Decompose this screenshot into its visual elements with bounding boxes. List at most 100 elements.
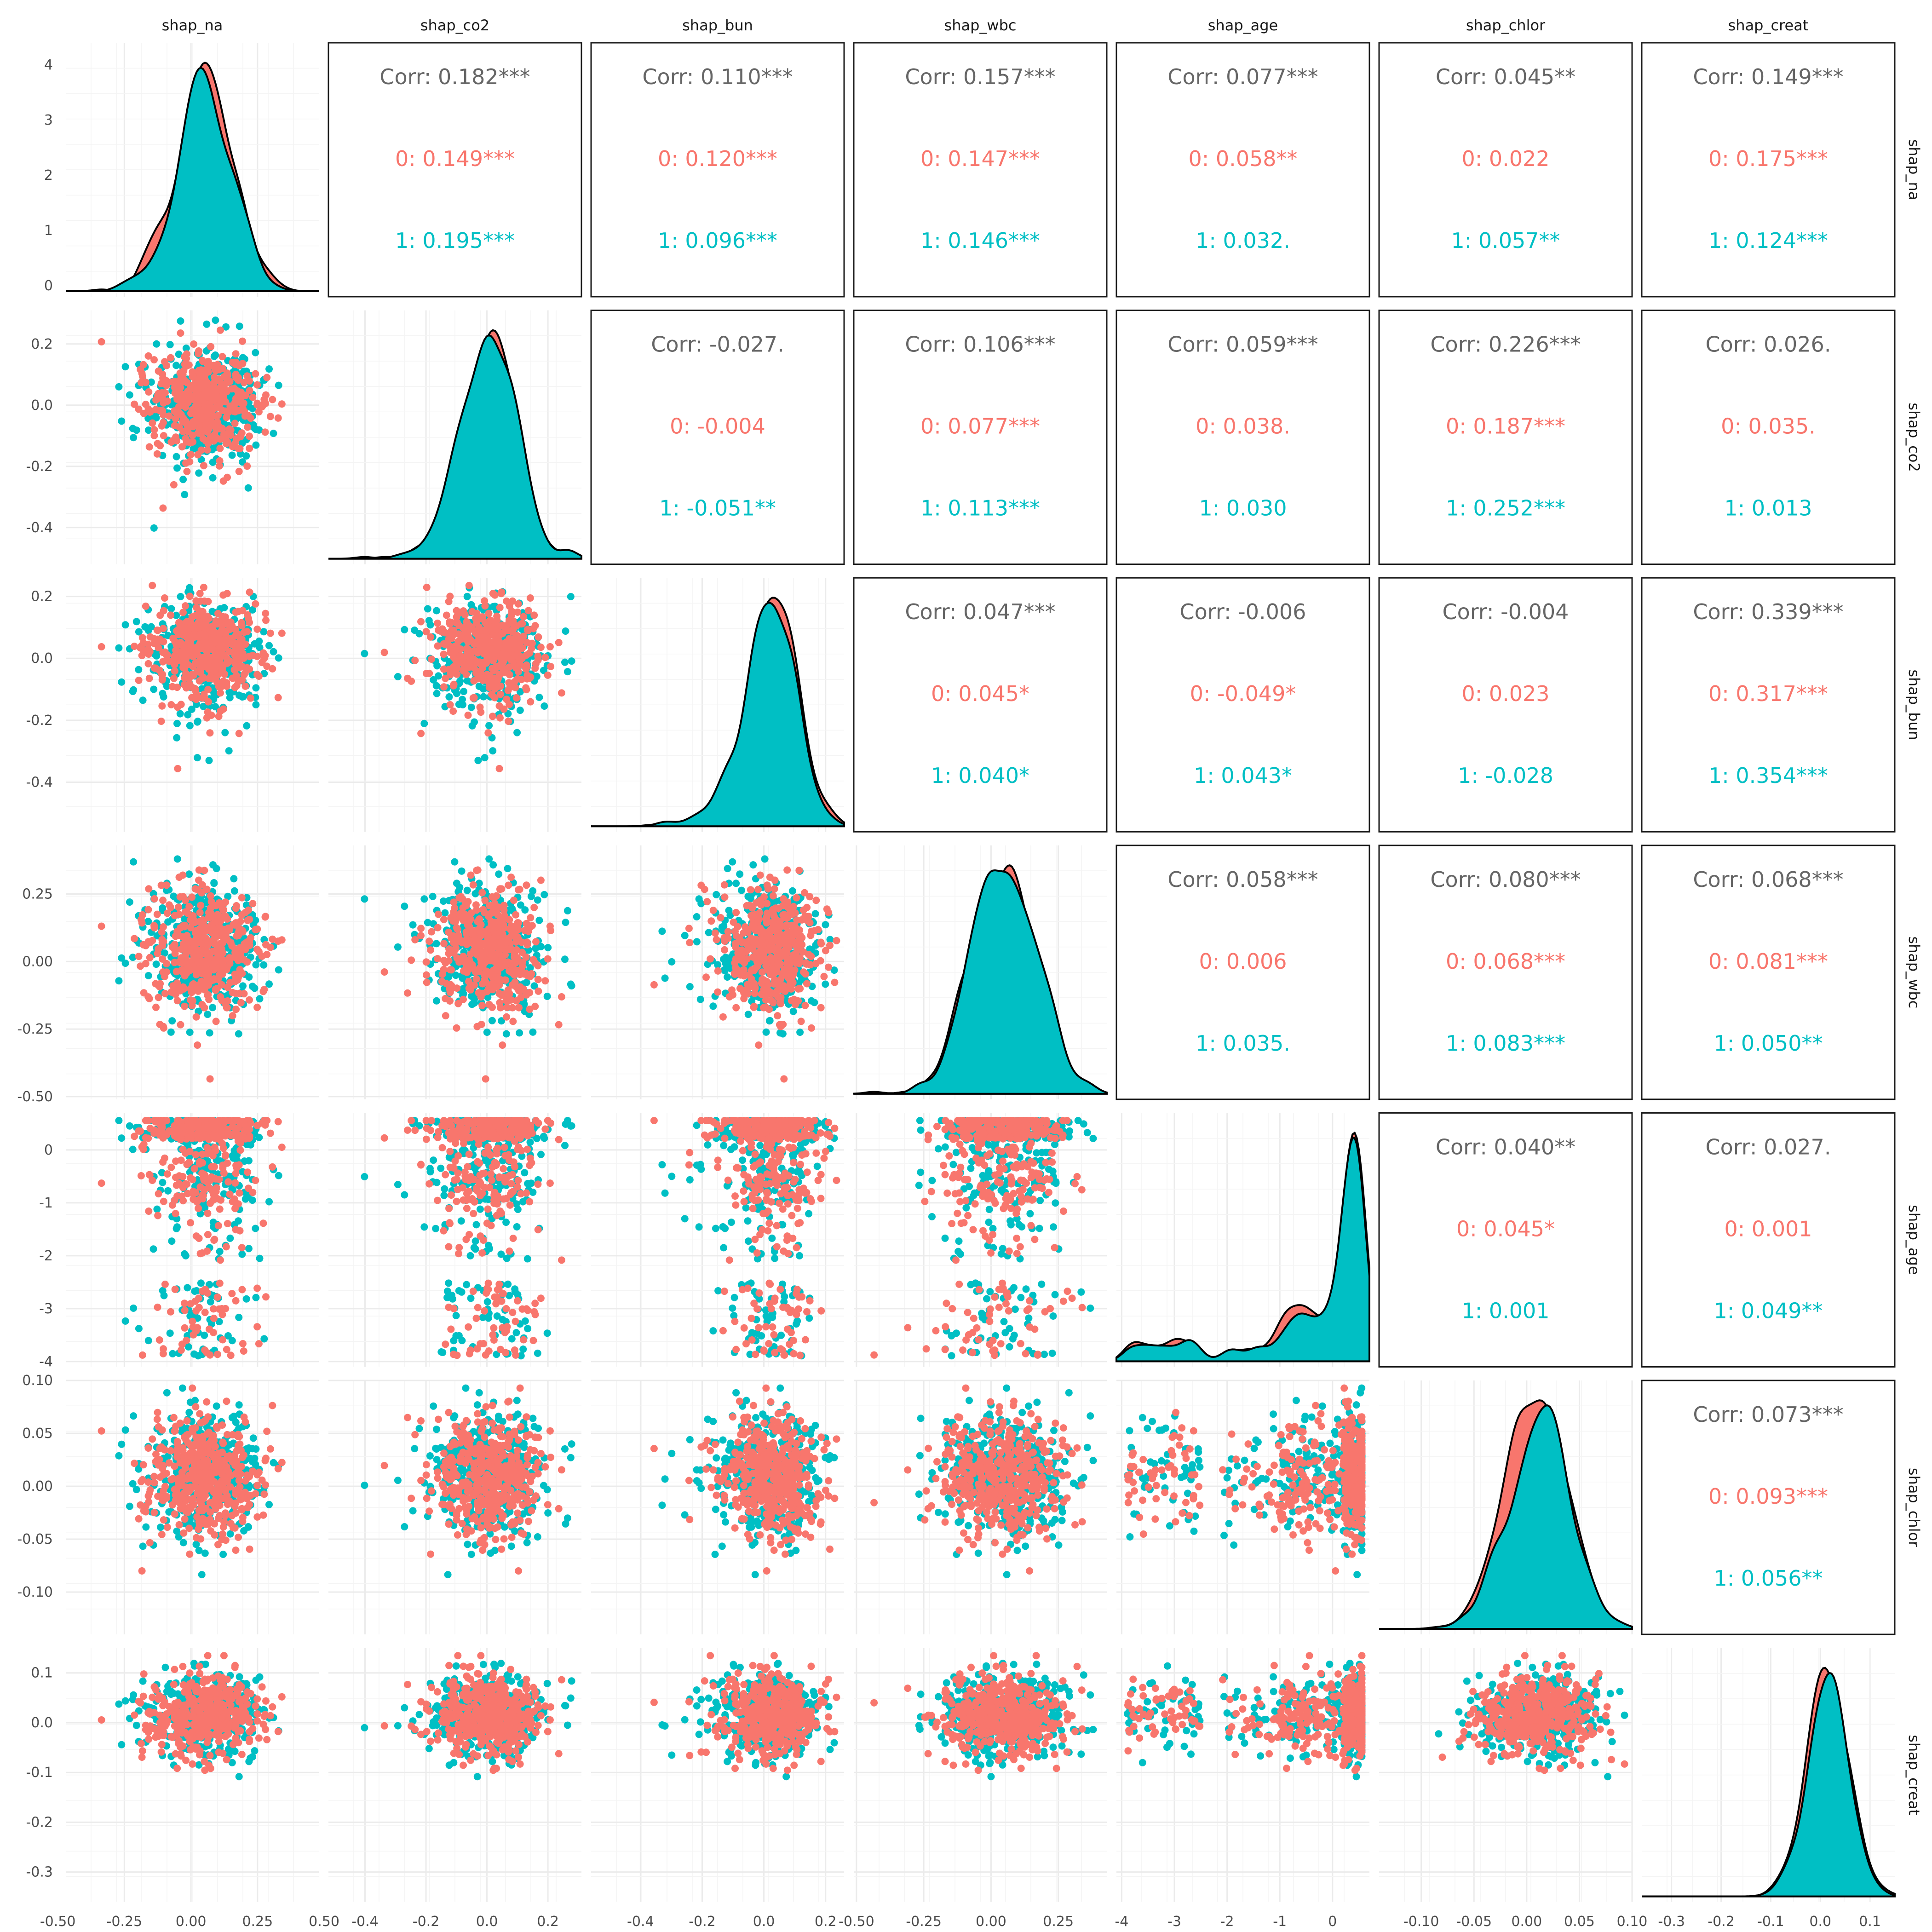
data-point [180, 681, 188, 689]
data-point [171, 661, 178, 668]
data-point [252, 926, 259, 933]
data-point [230, 887, 238, 895]
data-point [469, 881, 477, 889]
data-point [489, 935, 496, 943]
data-point [491, 591, 499, 599]
data-point [177, 1021, 184, 1029]
data-point [440, 683, 448, 691]
data-point [201, 947, 209, 955]
data-point [186, 722, 194, 730]
data-point [567, 593, 575, 600]
data-point [468, 1000, 476, 1008]
data-point [269, 665, 276, 673]
data-point [252, 370, 259, 378]
data-point [438, 978, 446, 985]
corr-overall-label: Corr: -0.006 [1180, 599, 1306, 624]
data-point [532, 938, 540, 946]
data-point [523, 675, 531, 683]
data-point [167, 1028, 175, 1036]
data-point [476, 703, 484, 711]
data-point [521, 663, 529, 670]
data-point [464, 711, 472, 719]
data-point [209, 474, 217, 482]
data-point [408, 956, 415, 964]
data-point [491, 903, 499, 910]
data-point [541, 977, 549, 985]
data-point [503, 696, 511, 703]
data-point [237, 397, 245, 404]
data-point [210, 412, 218, 420]
data-point [453, 1024, 460, 1032]
data-point [434, 672, 442, 680]
data-point [529, 1028, 537, 1036]
data-point [212, 635, 219, 643]
data-point [246, 387, 253, 395]
data-point [222, 641, 230, 649]
data-point [181, 353, 188, 361]
data-point [506, 619, 514, 627]
data-point [195, 633, 202, 641]
data-point [217, 326, 224, 334]
data-point [518, 620, 525, 628]
data-point [247, 694, 254, 702]
data-point [216, 457, 224, 465]
data-point [668, 958, 676, 966]
data-point [505, 718, 512, 725]
data-point [461, 959, 469, 966]
data-point [237, 999, 245, 1006]
data-point [183, 467, 191, 475]
data-point [159, 897, 167, 904]
data-point [465, 978, 473, 985]
data-point [477, 921, 485, 929]
data-point [198, 881, 206, 889]
data-point [661, 974, 669, 982]
data-point [236, 433, 244, 441]
data-point [502, 638, 510, 646]
data-point [186, 458, 194, 466]
data-point [209, 861, 217, 869]
data-point [470, 677, 478, 685]
data-point [520, 613, 528, 621]
data-point [561, 955, 569, 963]
data-point [188, 893, 196, 901]
data-point [531, 1002, 539, 1010]
data-point [424, 919, 431, 926]
data-point [231, 666, 239, 673]
data-point [149, 419, 156, 427]
data-point [261, 652, 269, 660]
data-point [129, 688, 137, 696]
data-point [239, 360, 247, 368]
data-point [450, 898, 458, 906]
data-point [463, 886, 471, 894]
data-point [195, 469, 203, 477]
data-point [189, 368, 196, 376]
data-point [207, 343, 215, 351]
data-point [762, 1028, 770, 1036]
data-point [173, 734, 181, 742]
data-point [212, 676, 219, 684]
data-point [174, 929, 182, 937]
data-point [417, 925, 425, 932]
data-point [509, 1018, 517, 1025]
data-point [217, 689, 224, 697]
data-point [160, 411, 167, 419]
data-point [209, 458, 217, 466]
data-point [244, 423, 252, 431]
data-point [231, 361, 239, 368]
data-point [235, 730, 243, 737]
corr-overall-label: Corr: 0.110*** [642, 64, 793, 89]
corr-group0-label: 0: 0.149*** [395, 146, 515, 171]
data-point [500, 912, 508, 920]
data-point [155, 367, 162, 375]
data-point [789, 1007, 797, 1015]
data-point [210, 690, 218, 697]
corr-overall-label: Corr: -0.027. [651, 332, 784, 357]
data-point [518, 645, 525, 653]
data-point [448, 619, 455, 626]
data-point [135, 666, 143, 673]
data-point [150, 524, 158, 532]
data-point [156, 980, 164, 988]
correlation-panel: Corr: 0.026.0: 0.035.1: 0.013 [1641, 310, 1896, 565]
